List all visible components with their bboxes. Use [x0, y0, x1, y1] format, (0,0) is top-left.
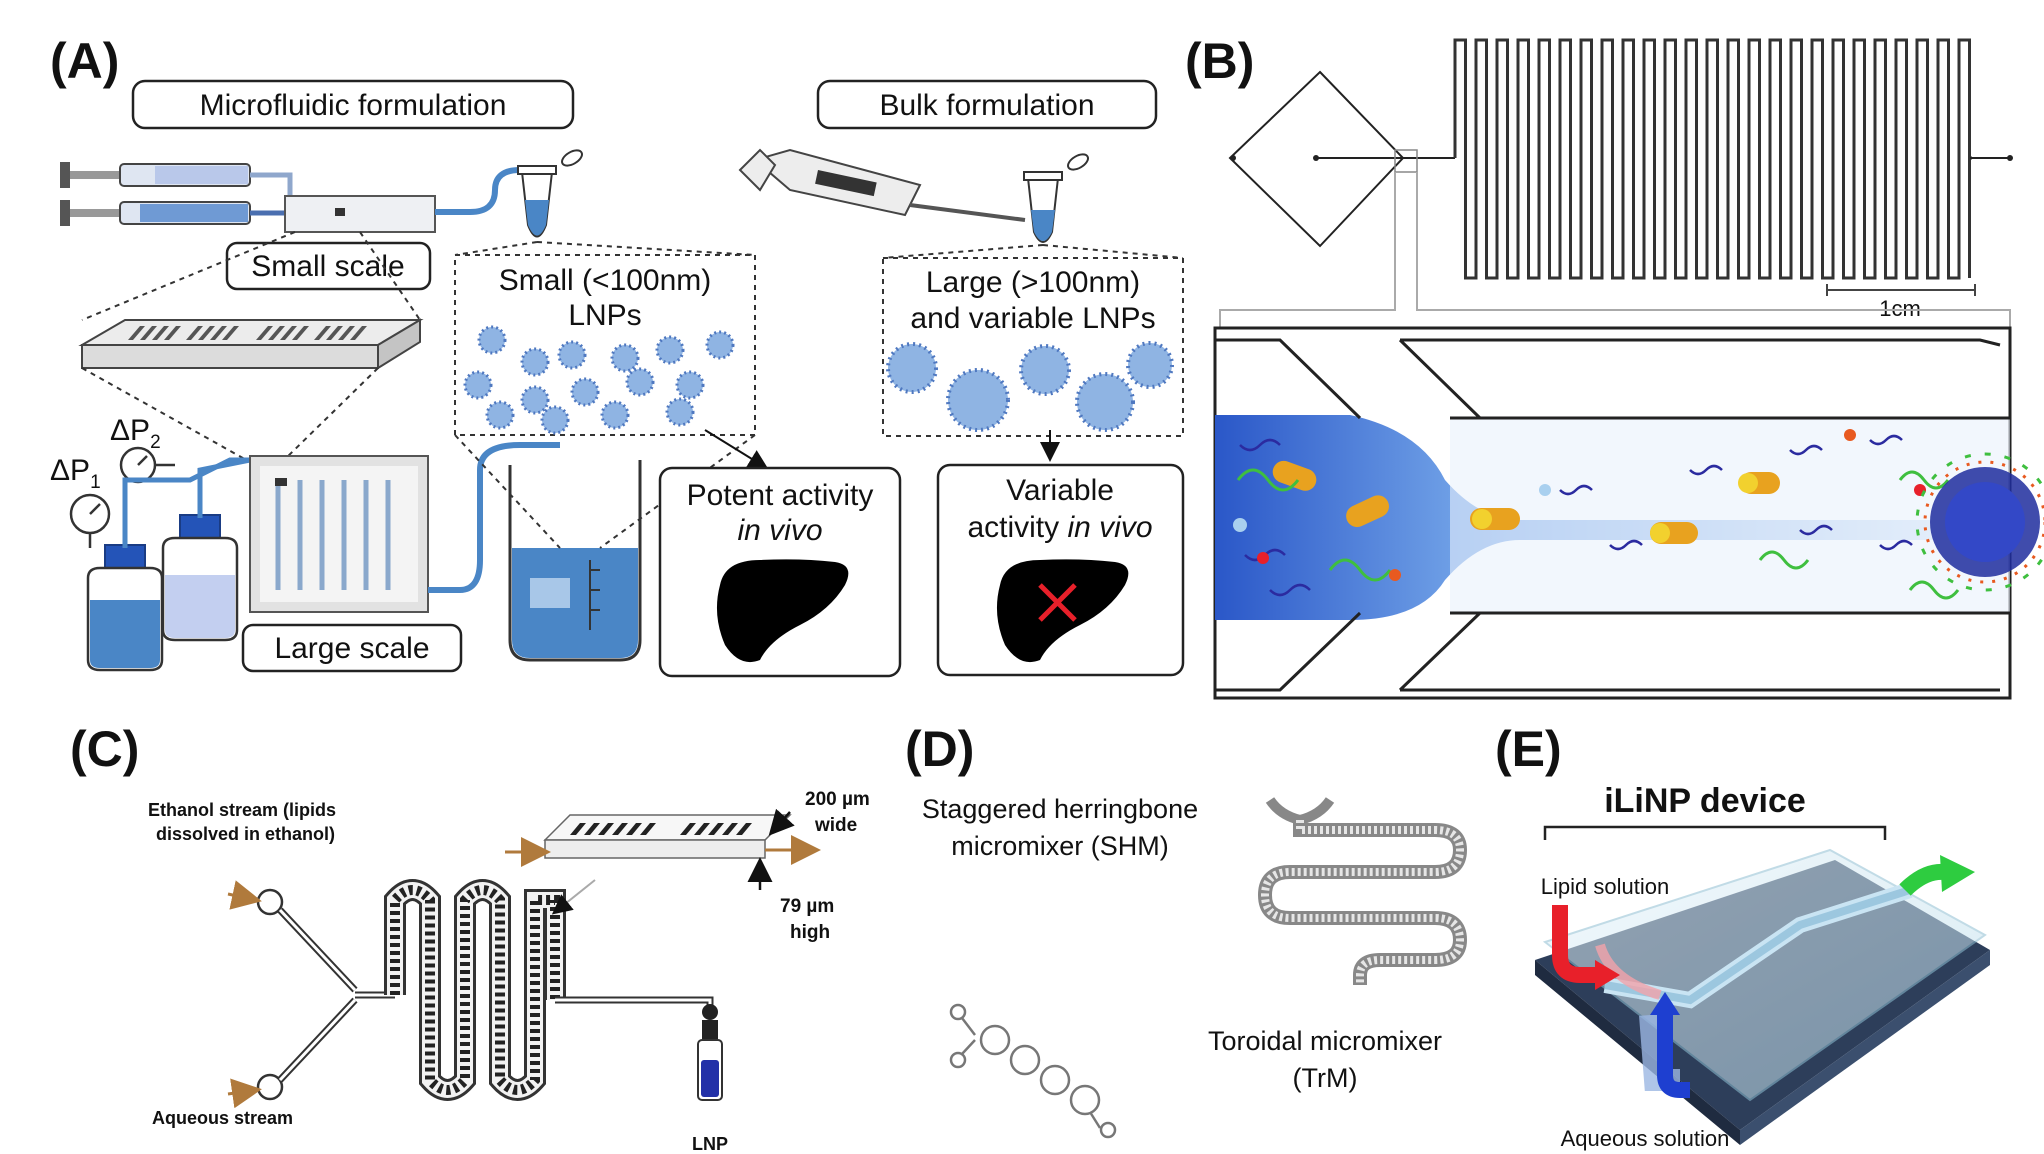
flow-stream	[1215, 415, 2010, 620]
panel-c: (C) Ethanol stream (lipids dissolved in …	[70, 721, 870, 1154]
inlet-diamond	[1228, 70, 1405, 248]
panel-d: (D) Staggered herringbone micromixer (SH…	[905, 721, 1468, 1139]
panel-d-letter: (D)	[905, 721, 974, 777]
bulk-title-box	[816, 79, 1158, 130]
herringbone-chip-a	[78, 318, 424, 370]
herringbone-serpentine	[384, 879, 566, 1101]
panel-e: (E) iLiNP device Lipid solution Aqueous …	[1495, 721, 1990, 1151]
bulk-title: Bulk formulation	[879, 89, 1094, 122]
small-lnps-line2: LNPs	[568, 299, 641, 332]
serpentine-channel	[1453, 38, 1972, 280]
microfluidic-title: Microfluidic formulation	[200, 89, 507, 122]
panel-c-letter: (C)	[70, 721, 139, 777]
outlet-arrow	[1899, 863, 1946, 896]
small-lnp-box	[454, 254, 756, 436]
ilinp-title: iLiNP device	[1604, 782, 1806, 820]
channel-inset	[505, 808, 821, 915]
small-scale-box	[225, 241, 432, 291]
width-line1: 200 µm	[805, 789, 870, 810]
small-chip	[284, 195, 436, 233]
syringe-pair-icon	[60, 162, 293, 226]
microfluidic-title-box	[131, 79, 575, 130]
liver-icon	[716, 559, 849, 663]
trm-line1: Toroidal micromixer	[1208, 1026, 1442, 1056]
large-lnps-line1: Large (>100nm)	[926, 266, 1140, 299]
panel-b: (B) 1cm	[1185, 33, 2044, 700]
panel-e-letter: (E)	[1495, 721, 1562, 777]
lipid-arrow	[1552, 905, 1600, 983]
variable-line1: Variable	[1006, 474, 1114, 507]
panel-a: (A) Microfluidic formulation Bulk formul…	[50, 33, 1185, 678]
scale-bar-label: 1cm	[1879, 296, 1921, 321]
pressure-gauge-icon-2	[119, 446, 175, 484]
pressure-gauge-icon-1	[69, 493, 111, 548]
width-line2: wide	[814, 815, 857, 836]
small-lnps-line1: Small (<100nm)	[499, 264, 712, 297]
variable-line2: activity in vivo	[967, 511, 1152, 544]
aqueous-stream-label: Aqueous stream	[152, 1108, 293, 1128]
panel-b-letter: (B)	[1185, 33, 1254, 89]
lnp-vial-icon	[697, 1004, 723, 1101]
shm-line1: Staggered herringbone	[922, 794, 1198, 824]
small-scale-label: Small scale	[251, 250, 404, 283]
shm-line2: micromixer (SHM)	[951, 831, 1168, 861]
beaker-icon	[508, 460, 642, 662]
bottle-icon-1	[86, 544, 164, 672]
lipid-particles	[1233, 429, 1960, 600]
small-nanoparticles	[463, 325, 735, 435]
large-scale-label: Large scale	[274, 632, 429, 665]
device-bracket	[1543, 825, 1887, 840]
ethanol-line2: dissolved in ethanol)	[156, 824, 335, 844]
large-scale-box	[241, 623, 463, 673]
ethanol-line1: Ethanol stream (lipids	[148, 800, 336, 820]
ilinp-device	[1535, 848, 1990, 1145]
panel-a-letter: (A)	[50, 33, 119, 89]
aqueous-arrow	[1657, 1005, 1690, 1098]
lipid-label: Lipid solution	[1541, 874, 1669, 899]
eppendorf-tube-icon-bulk	[1023, 153, 1089, 243]
height-line1: 79 µm	[780, 896, 834, 917]
cross-icon	[1038, 583, 1077, 622]
trm-line2: (TrM)	[1293, 1063, 1358, 1093]
height-line2: high	[790, 922, 830, 943]
potent-line2: in vivo	[737, 514, 822, 547]
aqueous-solution-label: Aqueous solution	[1561, 1126, 1730, 1151]
lnp-label: LNP	[692, 1134, 728, 1154]
potent-line1: Potent activity	[687, 479, 874, 512]
lnp-cluster	[1915, 452, 2044, 592]
large-lnps-line2: and variable LNPs	[910, 302, 1155, 335]
dp2-label: ΔP2	[110, 414, 161, 453]
shm-micromixer-icon	[1257, 797, 1468, 985]
large-nanoparticles	[886, 341, 1174, 432]
bottle-icon-2	[161, 514, 239, 642]
eppendorf-tube-icon	[517, 149, 583, 238]
dp1-label: ΔP1	[50, 454, 101, 493]
pipette-icon	[738, 148, 1026, 222]
large-scale-chip	[249, 455, 429, 613]
outlet-tube	[435, 167, 530, 215]
trm-micromixer-icon	[949, 1003, 1117, 1139]
large-lnp-box	[882, 257, 1184, 437]
